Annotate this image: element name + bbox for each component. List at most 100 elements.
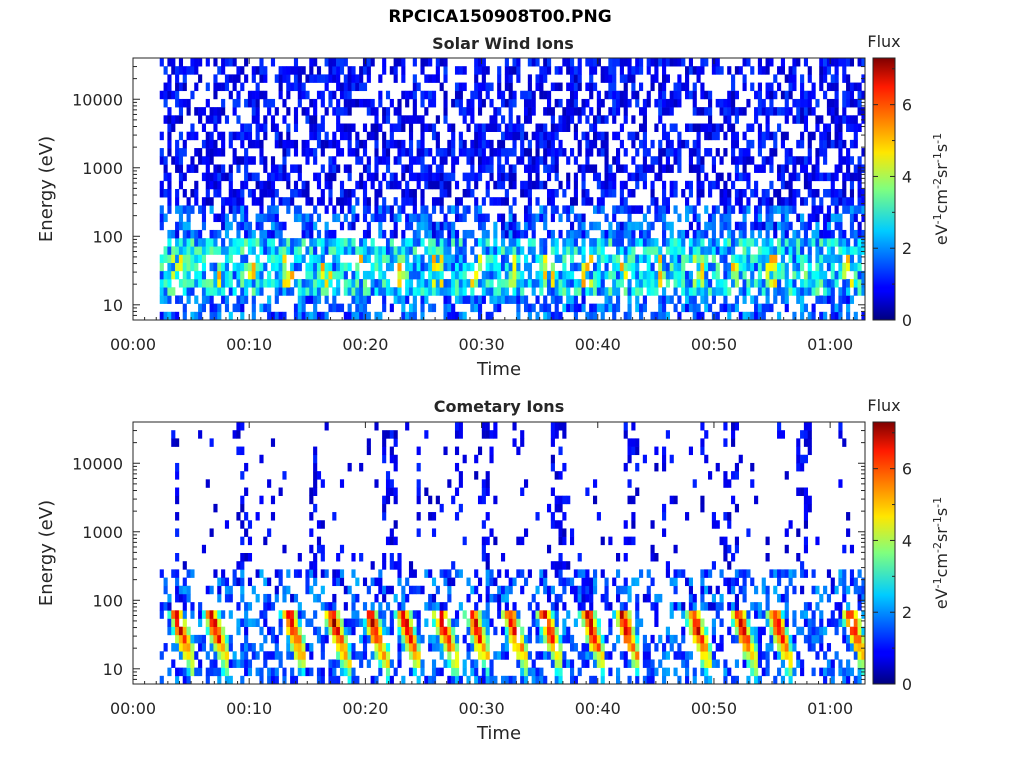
heatmap-cell (224, 675, 230, 685)
heatmap-cell (569, 295, 575, 304)
heatmap-cell (481, 82, 486, 92)
heatmap-cell (286, 82, 291, 92)
heatmap-cell (546, 503, 552, 513)
heatmap-cell (412, 82, 417, 92)
heatmap-cell (270, 98, 276, 108)
heatmap-cell (527, 172, 532, 182)
heatmap-cell (393, 610, 398, 619)
heatmap-cell (558, 82, 563, 92)
heatmap-cell (305, 270, 310, 280)
heatmap-cell (286, 180, 291, 190)
heatmap-cell (654, 593, 659, 603)
heatmap-cell (516, 303, 521, 313)
heatmap-cell (696, 262, 701, 272)
heatmap-cell (244, 651, 249, 660)
heatmap-cell (213, 189, 218, 198)
heatmap-cell (800, 74, 805, 83)
heatmap-cell (546, 311, 552, 321)
heatmap-cell (696, 229, 701, 239)
heatmap-cell (846, 262, 851, 272)
heatmap-cell (623, 164, 628, 173)
heatmap-cell (619, 270, 624, 280)
heatmap-cell (359, 246, 364, 255)
heatmap-cell (543, 295, 548, 304)
heatmap-cell (531, 238, 536, 247)
heatmap-cell (313, 295, 318, 304)
heatmap-cell (750, 295, 755, 304)
heatmap-cell (612, 205, 617, 214)
heatmap-cell (313, 123, 318, 132)
heatmap-cell (251, 115, 256, 124)
heatmap-cell (765, 295, 770, 304)
heatmap-cell (546, 139, 552, 149)
heatmap-cell (493, 254, 498, 263)
heatmap-cell (290, 238, 295, 247)
heatmap-cell (562, 205, 567, 214)
heatmap-cell (543, 90, 548, 100)
heatmap-cell (332, 90, 337, 100)
heatmap-cell (715, 148, 720, 157)
heatmap-cell (175, 189, 180, 198)
heatmap-cell (351, 246, 356, 255)
heatmap-cell (389, 254, 394, 263)
heatmap-cell (447, 123, 452, 132)
heatmap-cell (339, 180, 345, 190)
heatmap-cell (792, 311, 797, 321)
heatmap-cell (769, 58, 774, 67)
heatmap-cell (581, 189, 586, 198)
heatmap-cell (362, 643, 368, 652)
heatmap-cell (673, 205, 678, 214)
heatmap-cell (232, 189, 237, 198)
heatmap-cell (746, 279, 751, 288)
heatmap-cell (293, 74, 299, 83)
heatmap-cell (493, 197, 498, 206)
heatmap-cell (857, 164, 862, 173)
heatmap-cell (665, 311, 670, 321)
heatmap-cell (554, 593, 559, 603)
heatmap-cell (650, 246, 655, 255)
heatmap-cell (385, 148, 391, 157)
heatmap-cell (627, 634, 632, 644)
heatmap-cell (646, 229, 651, 239)
heatmap-cell (332, 287, 337, 296)
heatmap-cell (731, 98, 736, 108)
heatmap-cell (604, 156, 609, 165)
heatmap-cell (182, 561, 187, 570)
heatmap-cell (826, 279, 832, 288)
heatmap-cell (454, 446, 460, 456)
heatmap-cell (420, 205, 425, 214)
heatmap-cell (566, 577, 571, 587)
heatmap-cell (650, 156, 655, 165)
heatmap-cell (685, 229, 690, 239)
heatmap-cell (838, 295, 843, 304)
heatmap-cell (397, 123, 402, 132)
heatmap-cell (408, 189, 414, 198)
heatmap-cell (826, 246, 832, 255)
heatmap-cell (504, 254, 509, 263)
heatmap-cell (240, 422, 245, 431)
heatmap-cell (662, 66, 667, 75)
heatmap-cell (685, 270, 690, 280)
heatmap-cell (439, 180, 444, 190)
heatmap-cell (504, 287, 509, 296)
heatmap-cell (842, 229, 847, 239)
heatmap-cell (765, 270, 770, 280)
heatmap-cell (462, 454, 467, 464)
heatmap-cell (182, 577, 187, 587)
heatmap-cell (389, 172, 394, 182)
heatmap-cell (566, 180, 571, 190)
heatmap-cell (604, 262, 609, 272)
heatmap-cell (431, 221, 437, 231)
heatmap-cell (558, 311, 563, 321)
heatmap-cell (688, 303, 693, 313)
heatmap-cell (324, 172, 329, 182)
heatmap-cell (221, 667, 226, 677)
heatmap-cell (209, 643, 214, 652)
heatmap-cell (458, 503, 463, 513)
heatmap-cell (646, 585, 651, 595)
heatmap-cell (458, 131, 463, 141)
heatmap-cell (451, 229, 456, 239)
heatmap-cell (366, 156, 371, 165)
heatmap-cell (823, 90, 828, 100)
heatmap-cell (431, 254, 437, 263)
